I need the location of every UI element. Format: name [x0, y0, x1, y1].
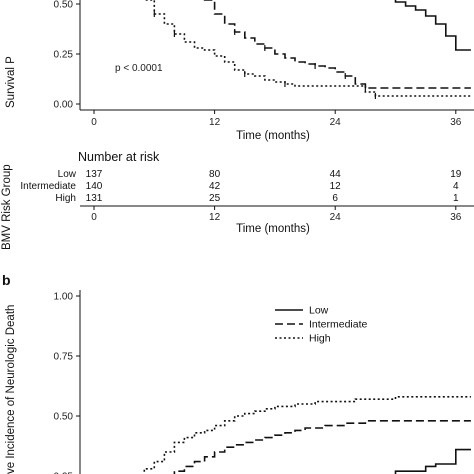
risk-count: 137 [86, 169, 103, 180]
risk-count: 80 [209, 169, 221, 180]
risk-group-axis-title: BMV Risk Group [1, 164, 13, 250]
panel-b-y-tick-label: 1.00 [54, 292, 74, 303]
panel-a-survival: Survival P 0.50 0.25 0.00 0 12 24 36 p < 0.00… [5, 0, 474, 142]
risk-table-x-ticks: 0 12 24 36 [91, 206, 462, 223]
risk-count: 12 [330, 181, 342, 192]
panel-a-y-tick-label: 0.25 [54, 50, 74, 61]
risk-table: Number at risk BMV Risk Group Low 137 80 44… [1, 150, 474, 250]
incidence-curve-intermediate [173, 420, 471, 474]
risk-count: 44 [330, 169, 342, 180]
risk-count: 1 [453, 193, 459, 204]
risk-count: 4 [453, 181, 459, 192]
risk-table-rows: Low 137 80 44 19 Intermediate 140 42 12 4 High 131 2… [20, 169, 461, 204]
panel-a-x-tick-label: 12 [209, 117, 221, 128]
panel-a-x-ticks: 0 12 24 36 [91, 110, 462, 128]
panel-b-y-tick-label: 0.75 [54, 352, 74, 363]
panel-b-letter: b [2, 272, 11, 288]
incidence-curve-high [143, 396, 471, 474]
survival-curve-intermediate [203, 0, 471, 89]
panel-a-y-axis-title: Survival P [5, 56, 17, 108]
risk-count: 42 [209, 181, 221, 192]
survival-curve-low [394, 0, 471, 51]
risk-count: 6 [332, 193, 338, 204]
risk-row-label: High [55, 193, 76, 204]
panel-b-y-tick-label: 0.25 [54, 472, 74, 474]
risk-table-x-axis-title: Time (months) [236, 223, 310, 235]
survival-curve-high [143, 0, 471, 97]
panel-a-y-ticks: 0.50 0.25 0.00 [54, 0, 80, 111]
risk-count: 19 [450, 169, 462, 180]
legend-label: Low [309, 305, 329, 317]
risk-count: 25 [209, 193, 221, 204]
panel-a-y-tick-label: 0.50 [54, 0, 74, 11]
risk-table-title: Number at risk [78, 150, 160, 164]
incidence-curve-low [394, 448, 471, 474]
risk-x-tick-label: 24 [330, 212, 342, 223]
risk-count: 140 [86, 181, 103, 192]
risk-row-label: Intermediate [20, 181, 76, 192]
panel-a-x-tick-label: 0 [91, 117, 97, 128]
panel-b-curves [143, 396, 471, 474]
legend-label: High [309, 333, 331, 345]
risk-x-tick-label: 36 [450, 212, 462, 223]
panel-b-y-axis-title: ve Incidence of Neurologic Death [5, 305, 17, 474]
panel-b-incidence: b ve Incidence of Neurologic Death 1.00 0… [2, 272, 471, 474]
risk-count: 131 [86, 193, 103, 204]
legend-label: Intermediate [309, 319, 368, 331]
panel-a-x-tick-label: 36 [450, 117, 462, 128]
panel-a-x-tick-label: 24 [330, 117, 342, 128]
risk-x-tick-label: 0 [91, 212, 97, 223]
panel-b-legend: Low Intermediate High [275, 305, 368, 345]
panel-a-y-tick-label: 0.00 [54, 100, 74, 111]
panel-b-y-ticks: 1.00 0.75 0.50 0.25 [54, 292, 80, 474]
risk-row-label: Low [58, 169, 77, 180]
risk-x-tick-label: 12 [209, 212, 221, 223]
panel-b-y-tick-label: 0.50 [54, 412, 74, 423]
panel-a-x-axis-title: Time (months) [236, 130, 310, 142]
p-value-annotation: p < 0.0001 [115, 63, 163, 74]
panel-a-curves [143, 0, 471, 99]
